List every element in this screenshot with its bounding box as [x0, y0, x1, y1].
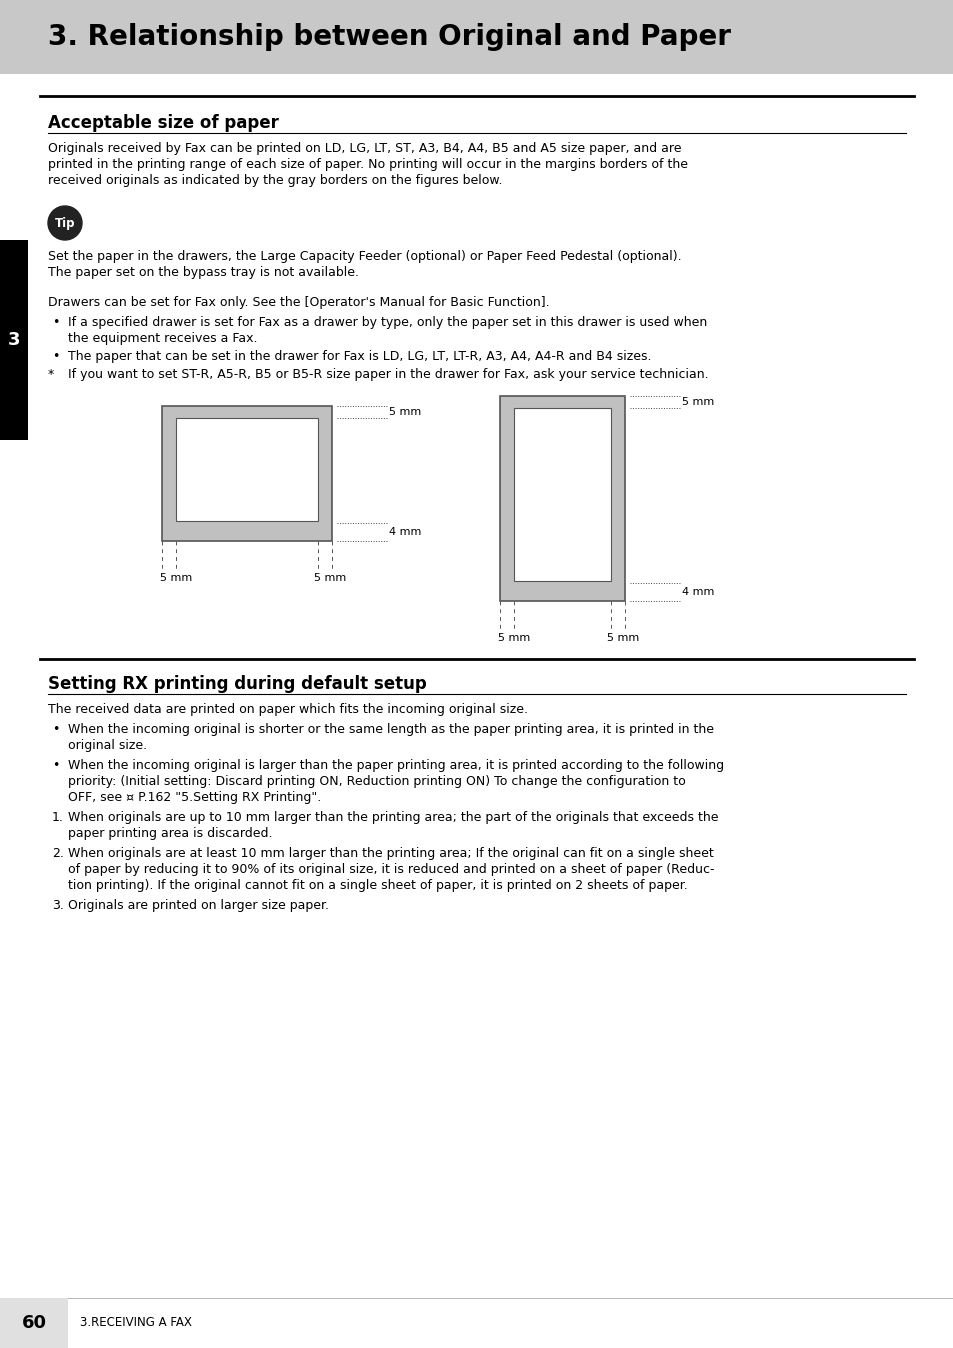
- Text: the equipment receives a Fax.: the equipment receives a Fax.: [68, 332, 257, 345]
- Bar: [499, 396, 624, 601]
- Text: Drawers can be set for Fax only. See the [Operator's Manual for Basic Function].: Drawers can be set for Fax only. See the…: [48, 297, 549, 309]
- Circle shape: [48, 206, 82, 240]
- Text: 3: 3: [8, 332, 20, 349]
- Text: Originals are printed on larger size paper.: Originals are printed on larger size pap…: [68, 899, 329, 913]
- Text: When originals are at least 10 mm larger than the printing area; If the original: When originals are at least 10 mm larger…: [68, 847, 713, 860]
- Text: original size.: original size.: [68, 739, 147, 752]
- Text: If a specified drawer is set for Fax as a drawer by type, only the paper set in : If a specified drawer is set for Fax as …: [68, 315, 706, 329]
- Text: If you want to set ST-R, A5-R, B5 or B5-R size paper in the drawer for Fax, ask : If you want to set ST-R, A5-R, B5 or B5-…: [68, 368, 708, 381]
- Text: paper printing area is discarded.: paper printing area is discarded.: [68, 828, 273, 840]
- Text: *: *: [48, 368, 54, 381]
- Text: 5 mm: 5 mm: [389, 407, 421, 417]
- Text: 3. Relationship between Original and Paper: 3. Relationship between Original and Pap…: [48, 23, 730, 51]
- Bar: [514, 408, 610, 581]
- Text: 3.: 3.: [52, 899, 64, 913]
- Text: 5 mm: 5 mm: [314, 573, 346, 582]
- Text: 3.RECEIVING A FAX: 3.RECEIVING A FAX: [80, 1317, 192, 1329]
- Text: When originals are up to 10 mm larger than the printing area; the part of the or: When originals are up to 10 mm larger th…: [68, 811, 718, 824]
- Text: •: •: [52, 315, 59, 329]
- Text: Set the paper in the drawers, the Large Capacity Feeder (optional) or Paper Feed: Set the paper in the drawers, the Large …: [48, 249, 680, 263]
- Text: Originals received by Fax can be printed on LD, LG, LT, ST, A3, B4, A4, B5 and A: Originals received by Fax can be printed…: [48, 142, 680, 155]
- Text: tion printing). If the original cannot fit on a single sheet of paper, it is pri: tion printing). If the original cannot f…: [68, 879, 687, 892]
- Text: The paper set on the bypass tray is not available.: The paper set on the bypass tray is not …: [48, 266, 358, 279]
- Bar: [162, 406, 332, 541]
- Bar: [0, 0, 953, 74]
- Text: 60: 60: [22, 1314, 47, 1332]
- Text: The received data are printed on paper which fits the incoming original size.: The received data are printed on paper w…: [48, 704, 527, 716]
- Text: 5 mm: 5 mm: [160, 573, 193, 582]
- Text: 4 mm: 4 mm: [389, 527, 421, 537]
- Text: OFF, see ¤ P.162 "5.Setting RX Printing".: OFF, see ¤ P.162 "5.Setting RX Printing"…: [68, 791, 321, 803]
- Text: 5 mm: 5 mm: [497, 634, 530, 643]
- Text: printed in the printing range of each size of paper. No printing will occur in t: printed in the printing range of each si…: [48, 158, 687, 171]
- Text: •: •: [52, 350, 59, 363]
- Text: 5 mm: 5 mm: [681, 398, 714, 407]
- Text: of paper by reducing it to 90% of its original size, it is reduced and printed o: of paper by reducing it to 90% of its or…: [68, 863, 714, 876]
- Text: When the incoming original is shorter or the same length as the paper printing a: When the incoming original is shorter or…: [68, 723, 713, 736]
- Text: received originals as indicated by the gray borders on the figures below.: received originals as indicated by the g…: [48, 174, 502, 187]
- Text: Setting RX printing during default setup: Setting RX printing during default setup: [48, 675, 426, 693]
- Text: 5 mm: 5 mm: [606, 634, 639, 643]
- Bar: [0, 240, 28, 439]
- Bar: [0, 1298, 68, 1348]
- Text: 4 mm: 4 mm: [681, 586, 714, 597]
- Text: The paper that can be set in the drawer for Fax is LD, LG, LT, LT-R, A3, A4, A4-: The paper that can be set in the drawer …: [68, 350, 651, 363]
- Text: 1.: 1.: [52, 811, 64, 824]
- Text: When the incoming original is larger than the paper printing area, it is printed: When the incoming original is larger tha…: [68, 759, 723, 772]
- Text: 2.: 2.: [52, 847, 64, 860]
- Bar: [175, 418, 317, 520]
- Text: •: •: [52, 723, 59, 736]
- Text: Acceptable size of paper: Acceptable size of paper: [48, 115, 278, 132]
- Text: •: •: [52, 759, 59, 772]
- Text: priority: (Initial setting: Discard printing ON, Reduction printing ON) To chang: priority: (Initial setting: Discard prin…: [68, 775, 685, 789]
- Text: Tip: Tip: [54, 217, 75, 229]
